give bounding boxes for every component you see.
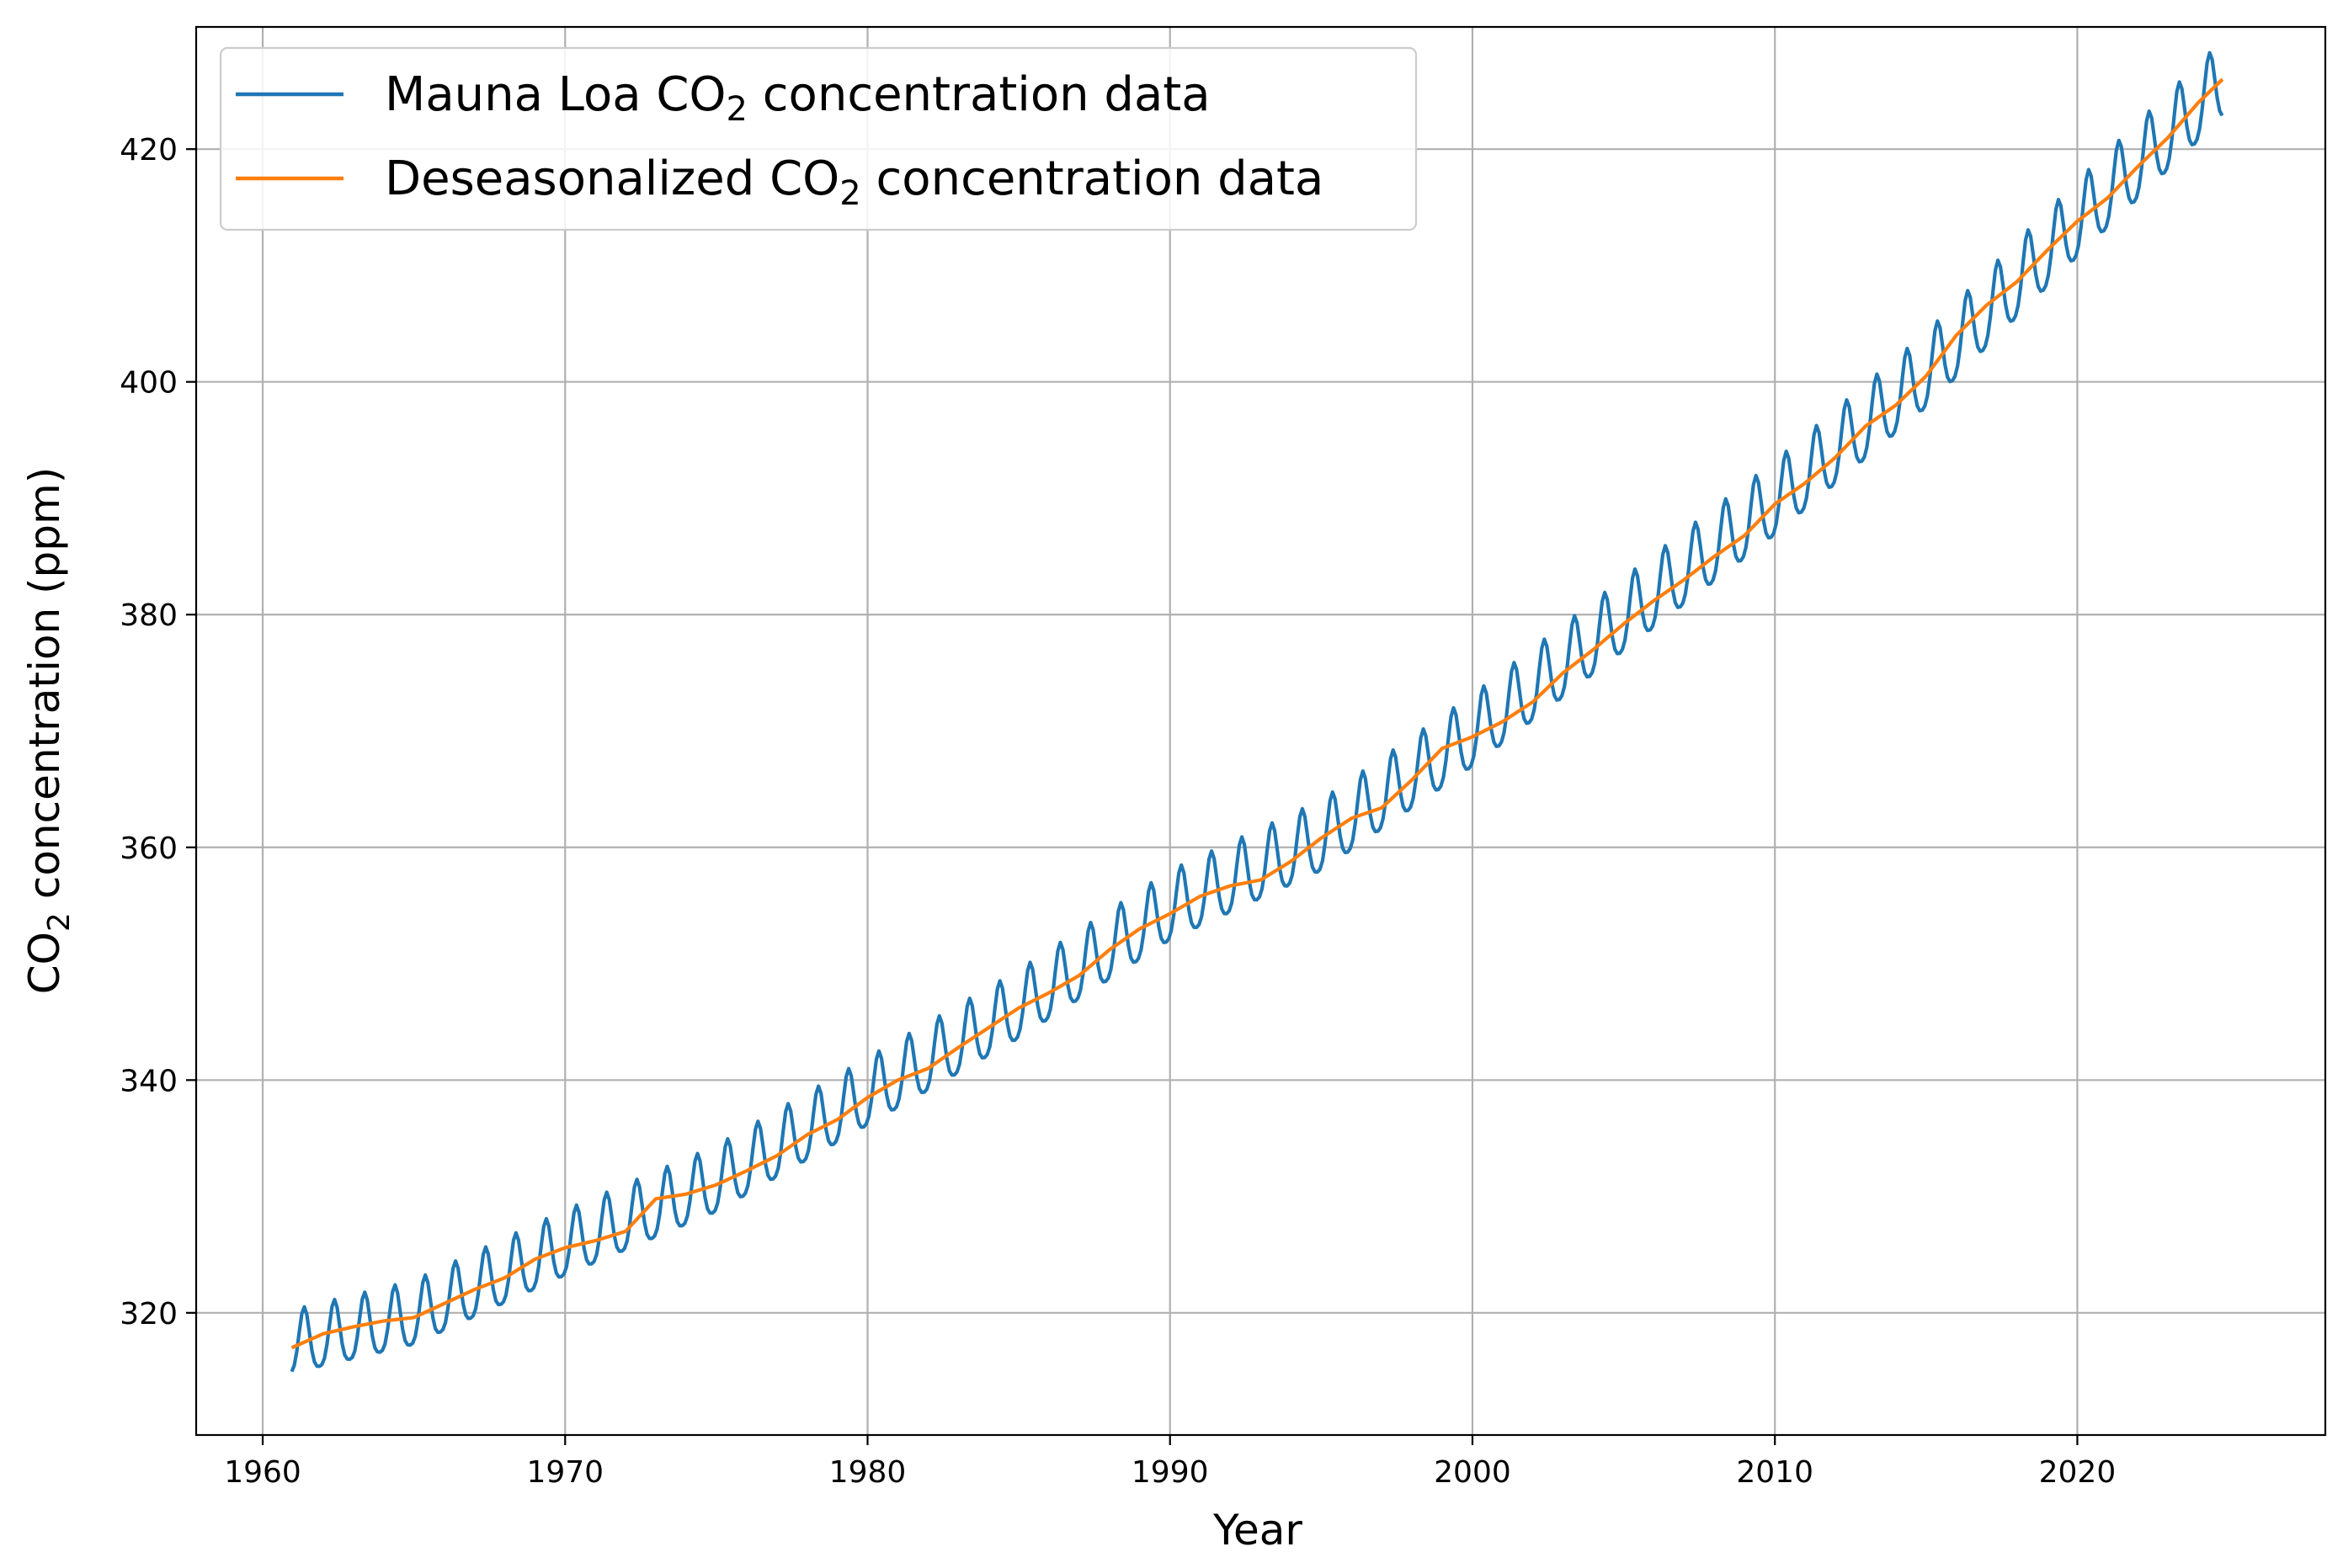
x-axis-ticks: 1960 1970 1980 1990 2000 2010 2020 — [224, 1435, 2116, 1490]
legend-label-deseasonalized: Deseasonalized CO2 concentration data — [385, 151, 1323, 213]
y-tick-label: 340 — [120, 1064, 178, 1098]
legend-label-deseasonalized-main: Deseasonalized CO — [385, 151, 839, 206]
legend-label-deseasonalized-subscript: 2 — [839, 174, 860, 213]
y-axis-label-subscript: 2 — [42, 912, 77, 932]
y-tick-label: 400 — [120, 366, 178, 401]
plot-area — [196, 27, 2325, 1435]
x-axis-label: Year — [1212, 1506, 1302, 1555]
x-tick-label: 1970 — [526, 1455, 604, 1490]
x-tick-label: 1980 — [829, 1455, 907, 1490]
y-gridlines — [196, 148, 2325, 1314]
y-tick-label: 320 — [120, 1297, 178, 1331]
plot-frame — [194, 25, 2327, 1437]
y-axis-label: CO2 concentration (ppm) — [20, 467, 77, 994]
y-axis-ticks: 320 340 360 380 400 420 — [120, 133, 196, 1331]
y-tick-label: 420 — [120, 133, 178, 167]
x-tick-label: 1960 — [224, 1455, 301, 1490]
x-tick-label: 2010 — [1736, 1455, 1813, 1490]
legend-label-mauna-loa: Mauna Loa CO2 concentration data — [385, 67, 1211, 129]
legend-label-deseasonalized-rest: concentration data — [861, 151, 1324, 206]
legend-label-mauna-loa-subscript: 2 — [727, 90, 748, 129]
deseasonalized-series-line — [290, 77, 2224, 1350]
x-gridlines — [261, 27, 2079, 1435]
legend-label-mauna-loa-rest: concentration data — [748, 67, 1211, 122]
y-axis-label-rest: concentration (ppm) — [20, 467, 69, 912]
x-tick-label: 2000 — [1434, 1455, 1511, 1490]
y-axis-label-main: CO — [20, 932, 69, 994]
legend: Mauna Loa CO2 concentration data Deseaso… — [219, 46, 1418, 231]
legend-box — [219, 46, 1418, 231]
mauna-loa-series-line — [290, 50, 2224, 1373]
legend-label-mauna-loa-main: Mauna Loa CO — [385, 67, 727, 122]
x-tick-label: 1990 — [1132, 1455, 1209, 1490]
y-tick-label: 380 — [120, 598, 178, 633]
x-tick-label: 2020 — [2039, 1455, 2117, 1490]
y-tick-label: 360 — [120, 832, 178, 866]
